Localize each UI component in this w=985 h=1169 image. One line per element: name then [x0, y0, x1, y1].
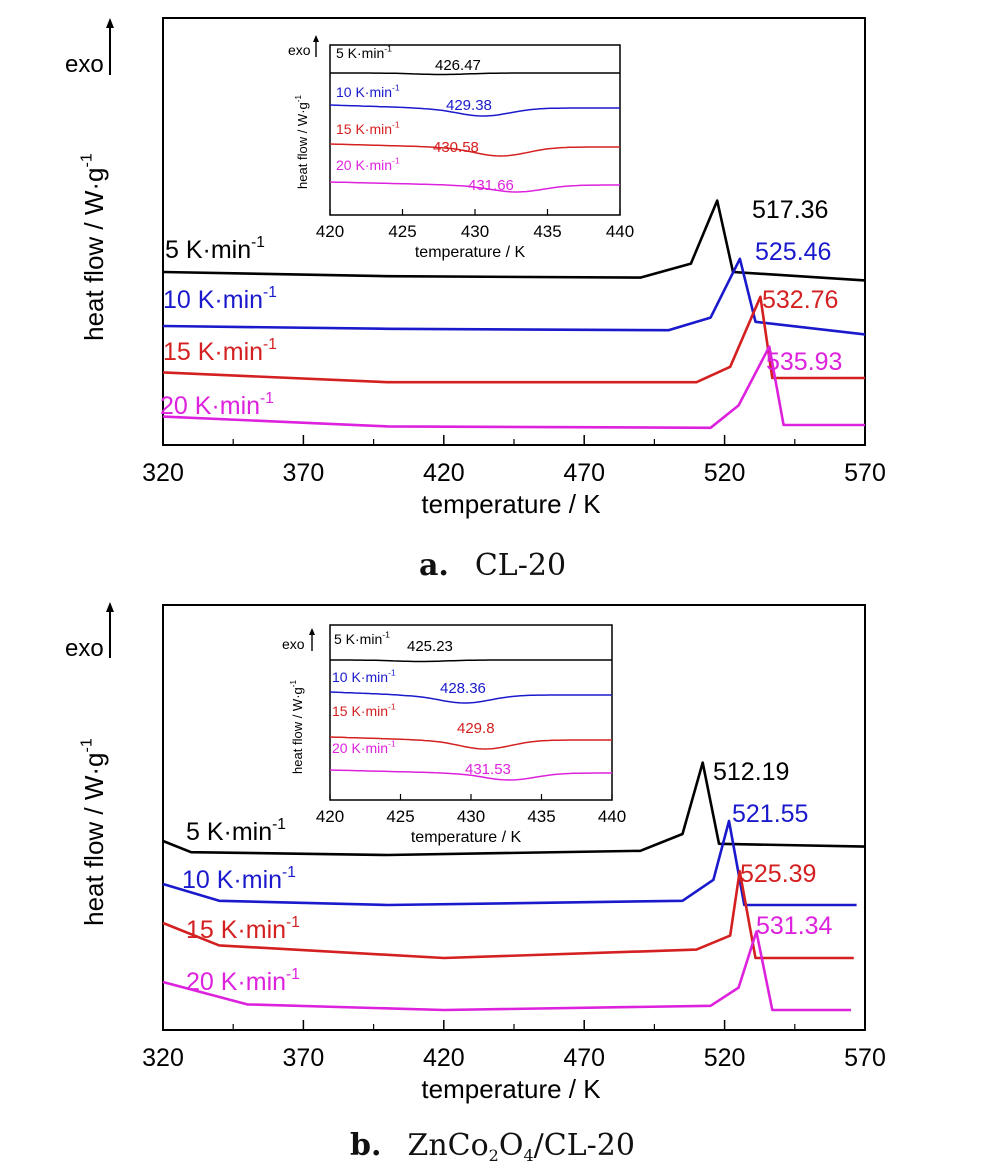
inset-y-axis-label-1: heat flow / W·g-1 [289, 680, 305, 774]
inset-series-line-1-0 [330, 659, 612, 663]
x-tick-label-1-4: 520 [704, 1044, 746, 1072]
peak-label-0-0: 517.36 [752, 196, 828, 224]
inset-x-tick-label-1-2: 430 [457, 807, 485, 826]
x-tick-label-1-5: 570 [844, 1044, 886, 1072]
exo-arrow-head-1 [106, 602, 114, 612]
inset-x-tick-label-0-3: 435 [533, 222, 561, 241]
inset-x-tick-label-0-2: 430 [461, 222, 489, 241]
x-tick-label-1-3: 470 [563, 1044, 605, 1072]
inset-x-tick-label-1-3: 435 [527, 807, 555, 826]
series-line-0-2 [162, 295, 865, 384]
inset-exo-label-1: exo [282, 636, 305, 652]
inset-x-tick-label-1-4: 440 [598, 807, 626, 826]
caption-b-letter: b. [350, 1128, 382, 1163]
x-tick-label-1-2: 420 [423, 1044, 465, 1072]
series-label-1-0: 5 K·min-1 [186, 816, 286, 846]
x-tick-label-0-4: 520 [704, 459, 746, 487]
x-tick-label-0-5: 570 [844, 459, 886, 487]
caption-b-sub-1: 2 [488, 1146, 499, 1165]
x-tick-label-0-2: 420 [423, 459, 465, 487]
caption-b-text-2: O [498, 1128, 524, 1163]
inset-x-tick-label-0-1: 425 [388, 222, 416, 241]
inset-peak-label-0-1: 429.38 [446, 97, 492, 114]
series-label-0-1: 10 K·min-1 [163, 284, 277, 314]
peak-label-0-2: 532.76 [762, 286, 838, 314]
x-tick-label-0-1: 370 [283, 459, 325, 487]
exo-arrow-head-0 [106, 18, 114, 28]
inset-y-axis-label-0: heat flow / W·g-1 [294, 95, 310, 189]
series-line-1-1 [162, 819, 857, 907]
peak-label-0-3: 535.93 [766, 348, 842, 376]
series-label-0-0: 5 K·min-1 [165, 234, 265, 264]
inset-series-label-1-3: 20 K·min-1 [332, 739, 396, 756]
series-label-1-3: 20 K·min-1 [186, 966, 300, 996]
inset-series-label-1-2: 15 K·min-1 [332, 702, 396, 719]
series-label-1-2: 15 K·min-1 [186, 914, 300, 944]
peak-label-1-3: 531.34 [756, 912, 833, 940]
inset-peak-label-1-1: 428.36 [440, 680, 486, 697]
inset-peak-label-1-2: 429.8 [457, 720, 495, 737]
inset-series-label-0-3: 20 K·min-1 [336, 156, 400, 173]
inset-peak-label-0-3: 431.66 [468, 177, 514, 194]
inset-peak-label-0-0: 426.47 [435, 57, 481, 74]
series-line-1-0 [162, 761, 866, 857]
series-line-1-3 [162, 930, 851, 1012]
x-tick-label-1-0: 320 [142, 1044, 184, 1072]
inset-series-label-0-0: 5 K·min-1 [336, 44, 392, 61]
inset-x-axis-label-1: temperature / K [411, 829, 522, 846]
inset-x-tick-label-0-0: 420 [316, 222, 344, 241]
peak-label-1-0: 512.19 [713, 758, 789, 786]
caption-b-sub-2: 4 [523, 1146, 534, 1165]
inset-exo-label-0: exo [288, 42, 311, 58]
inset-peak-label-1-3: 431.53 [465, 761, 511, 778]
y-axis-label-1: heat flow / W·g-1 [77, 738, 109, 926]
caption-a: a. CL-20 [0, 548, 985, 583]
caption-a-text: CL-20 [474, 548, 567, 583]
inset-series-label-1-1: 10 K·min-1 [332, 668, 396, 685]
inset-exo-arrow-head-0 [313, 35, 319, 42]
x-axis-label-0: temperature / K [421, 489, 601, 519]
series-line-0-3 [162, 345, 865, 430]
peak-label-1-2: 525.39 [740, 860, 816, 888]
series-line-0-1 [162, 257, 866, 336]
x-axis-label-1: temperature / K [421, 1074, 601, 1104]
inset-x-tick-label-0-4: 440 [606, 222, 634, 241]
inset-series-line-1-2 [329, 736, 612, 750]
inset-series-line-1-3 [329, 769, 612, 781]
inset-series-label-0-2: 15 K·min-1 [336, 120, 400, 137]
inset-x-tick-label-1-1: 425 [386, 807, 414, 826]
exo-label-0: exo [65, 51, 104, 78]
x-tick-label-1-1: 370 [283, 1044, 325, 1072]
inset-series-line-0-0 [330, 72, 620, 76]
inset-x-tick-label-1-0: 420 [316, 807, 344, 826]
peak-label-1-1: 521.55 [732, 800, 808, 828]
peak-label-0-1: 525.46 [755, 238, 831, 266]
inset-series-line-1-1 [329, 691, 612, 704]
caption-b-text-1: ZnCo [407, 1128, 489, 1163]
series-label-1-1: 10 K·min-1 [182, 864, 296, 894]
inset-x-axis-label-0: temperature / K [415, 244, 526, 261]
x-tick-label-0-3: 470 [563, 459, 605, 487]
exo-label-1: exo [65, 635, 104, 662]
caption-a-letter: a. [418, 548, 449, 583]
inset-series-label-0-1: 10 K·min-1 [336, 83, 400, 100]
x-tick-label-0-0: 320 [142, 459, 184, 487]
caption-b-text-3: /CL-20 [533, 1128, 635, 1163]
inset-series-line-0-2 [329, 143, 620, 157]
inset-series-line-0-1 [329, 104, 620, 117]
inset-peak-label-1-0: 425.23 [407, 638, 453, 655]
inset-exo-arrow-head-1 [309, 628, 315, 635]
caption-b: b. ZnCo2O4/CL-20 [0, 1128, 985, 1165]
inset-peak-label-0-2: 430.58 [433, 139, 479, 156]
inset-series-label-1-0: 5 K·min-1 [334, 630, 390, 647]
y-axis-label-0: heat flow / W·g-1 [77, 153, 109, 341]
series-label-0-3: 20 K·min-1 [160, 390, 274, 420]
series-label-0-2: 15 K·min-1 [163, 336, 277, 366]
inset-series-line-0-3 [329, 181, 620, 193]
